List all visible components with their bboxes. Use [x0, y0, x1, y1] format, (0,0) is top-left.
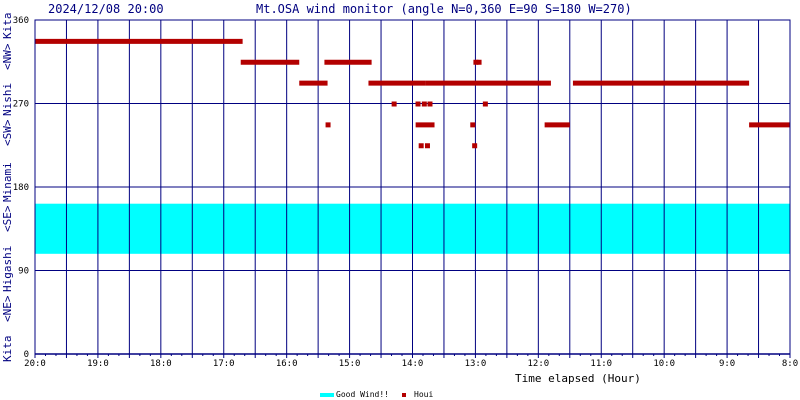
label-ne: <NE> — [1, 295, 14, 322]
legend: Good Wind!! Houi — [320, 390, 433, 399]
houi-point — [391, 101, 397, 107]
houi-point — [325, 122, 331, 128]
label-higashi: Higashi — [1, 246, 14, 292]
houi-point — [415, 101, 421, 107]
x-tick-label: 19:0 — [87, 359, 109, 369]
x-tick-label: 17:0 — [213, 359, 235, 369]
timestamp: 2024/12/08 20:00 — [48, 2, 164, 16]
label-sw: <SW> — [1, 119, 14, 146]
tick-labels: 0 90 180 270 360 20:0 19:0 18:0 17:0 16:0 15:0 14:0… — [13, 16, 798, 369]
left-direction-label: Kita <NE> Higashi <SE> Minami <SW> Nishi… — [1, 13, 14, 363]
legend-good-wind-label: Good Wind!! — [336, 390, 389, 399]
label-minami: Minami — [1, 162, 14, 202]
houi-segment — [299, 80, 328, 86]
plot-area — [34, 19, 791, 358]
legend-houi-swatch — [402, 393, 406, 397]
houi-point — [427, 101, 433, 107]
plot-frame — [34, 19, 791, 355]
houi-point — [476, 59, 482, 65]
label-se: <SE> — [1, 205, 14, 232]
houi-segment — [749, 122, 790, 128]
x-tick-label: 14:0 — [402, 359, 424, 369]
label-kita-top: Kita — [1, 13, 14, 40]
houi-segment — [368, 80, 426, 86]
houi-point — [472, 143, 478, 149]
houi-segment — [572, 80, 750, 86]
y-tick-label: 360 — [13, 16, 29, 26]
houi-point — [470, 122, 476, 128]
houi-segment — [240, 59, 300, 65]
x-tick-label: 15:0 — [339, 359, 361, 369]
label-kita-bottom: Kita — [1, 336, 14, 363]
legend-houi-label: Houi — [414, 390, 433, 399]
x-tick-label: 12:0 — [527, 359, 549, 369]
houi-point — [482, 101, 488, 107]
y-tick-label: 180 — [13, 183, 29, 193]
x-tick-label: 20:0 — [24, 359, 46, 369]
x-tick-label: 18:0 — [150, 359, 172, 369]
chart-title: Mt.OSA wind monitor (angle N=0,360 E=90 … — [256, 2, 632, 16]
legend-good-wind-swatch — [320, 393, 334, 397]
x-tick-label: 11:0 — [590, 359, 612, 369]
x-tick-label: 16:0 — [276, 359, 298, 369]
x-tick-label: 13:0 — [465, 359, 487, 369]
x-tick-label: 8:0 — [782, 359, 798, 369]
label-nw: <NW> — [1, 43, 14, 70]
x-axis-title: Time elapsed (Hour) — [515, 372, 641, 385]
y-tick-label: 0 — [24, 350, 29, 360]
x-tick-label: 10:0 — [653, 359, 675, 369]
label-nishi: Nishi — [1, 83, 14, 116]
houi-point — [418, 143, 424, 149]
y-tick-label: 90 — [18, 267, 29, 277]
y-tick-label: 270 — [13, 100, 29, 110]
houi-segment — [35, 38, 243, 44]
houi-segment — [415, 122, 435, 128]
houi-segment — [544, 122, 570, 128]
houi-segment — [324, 59, 372, 65]
houi-segment — [425, 80, 551, 86]
houi-point — [473, 59, 479, 65]
houi-point — [424, 143, 430, 149]
houi-point — [421, 101, 427, 107]
x-tick-label: 9:0 — [719, 359, 735, 369]
